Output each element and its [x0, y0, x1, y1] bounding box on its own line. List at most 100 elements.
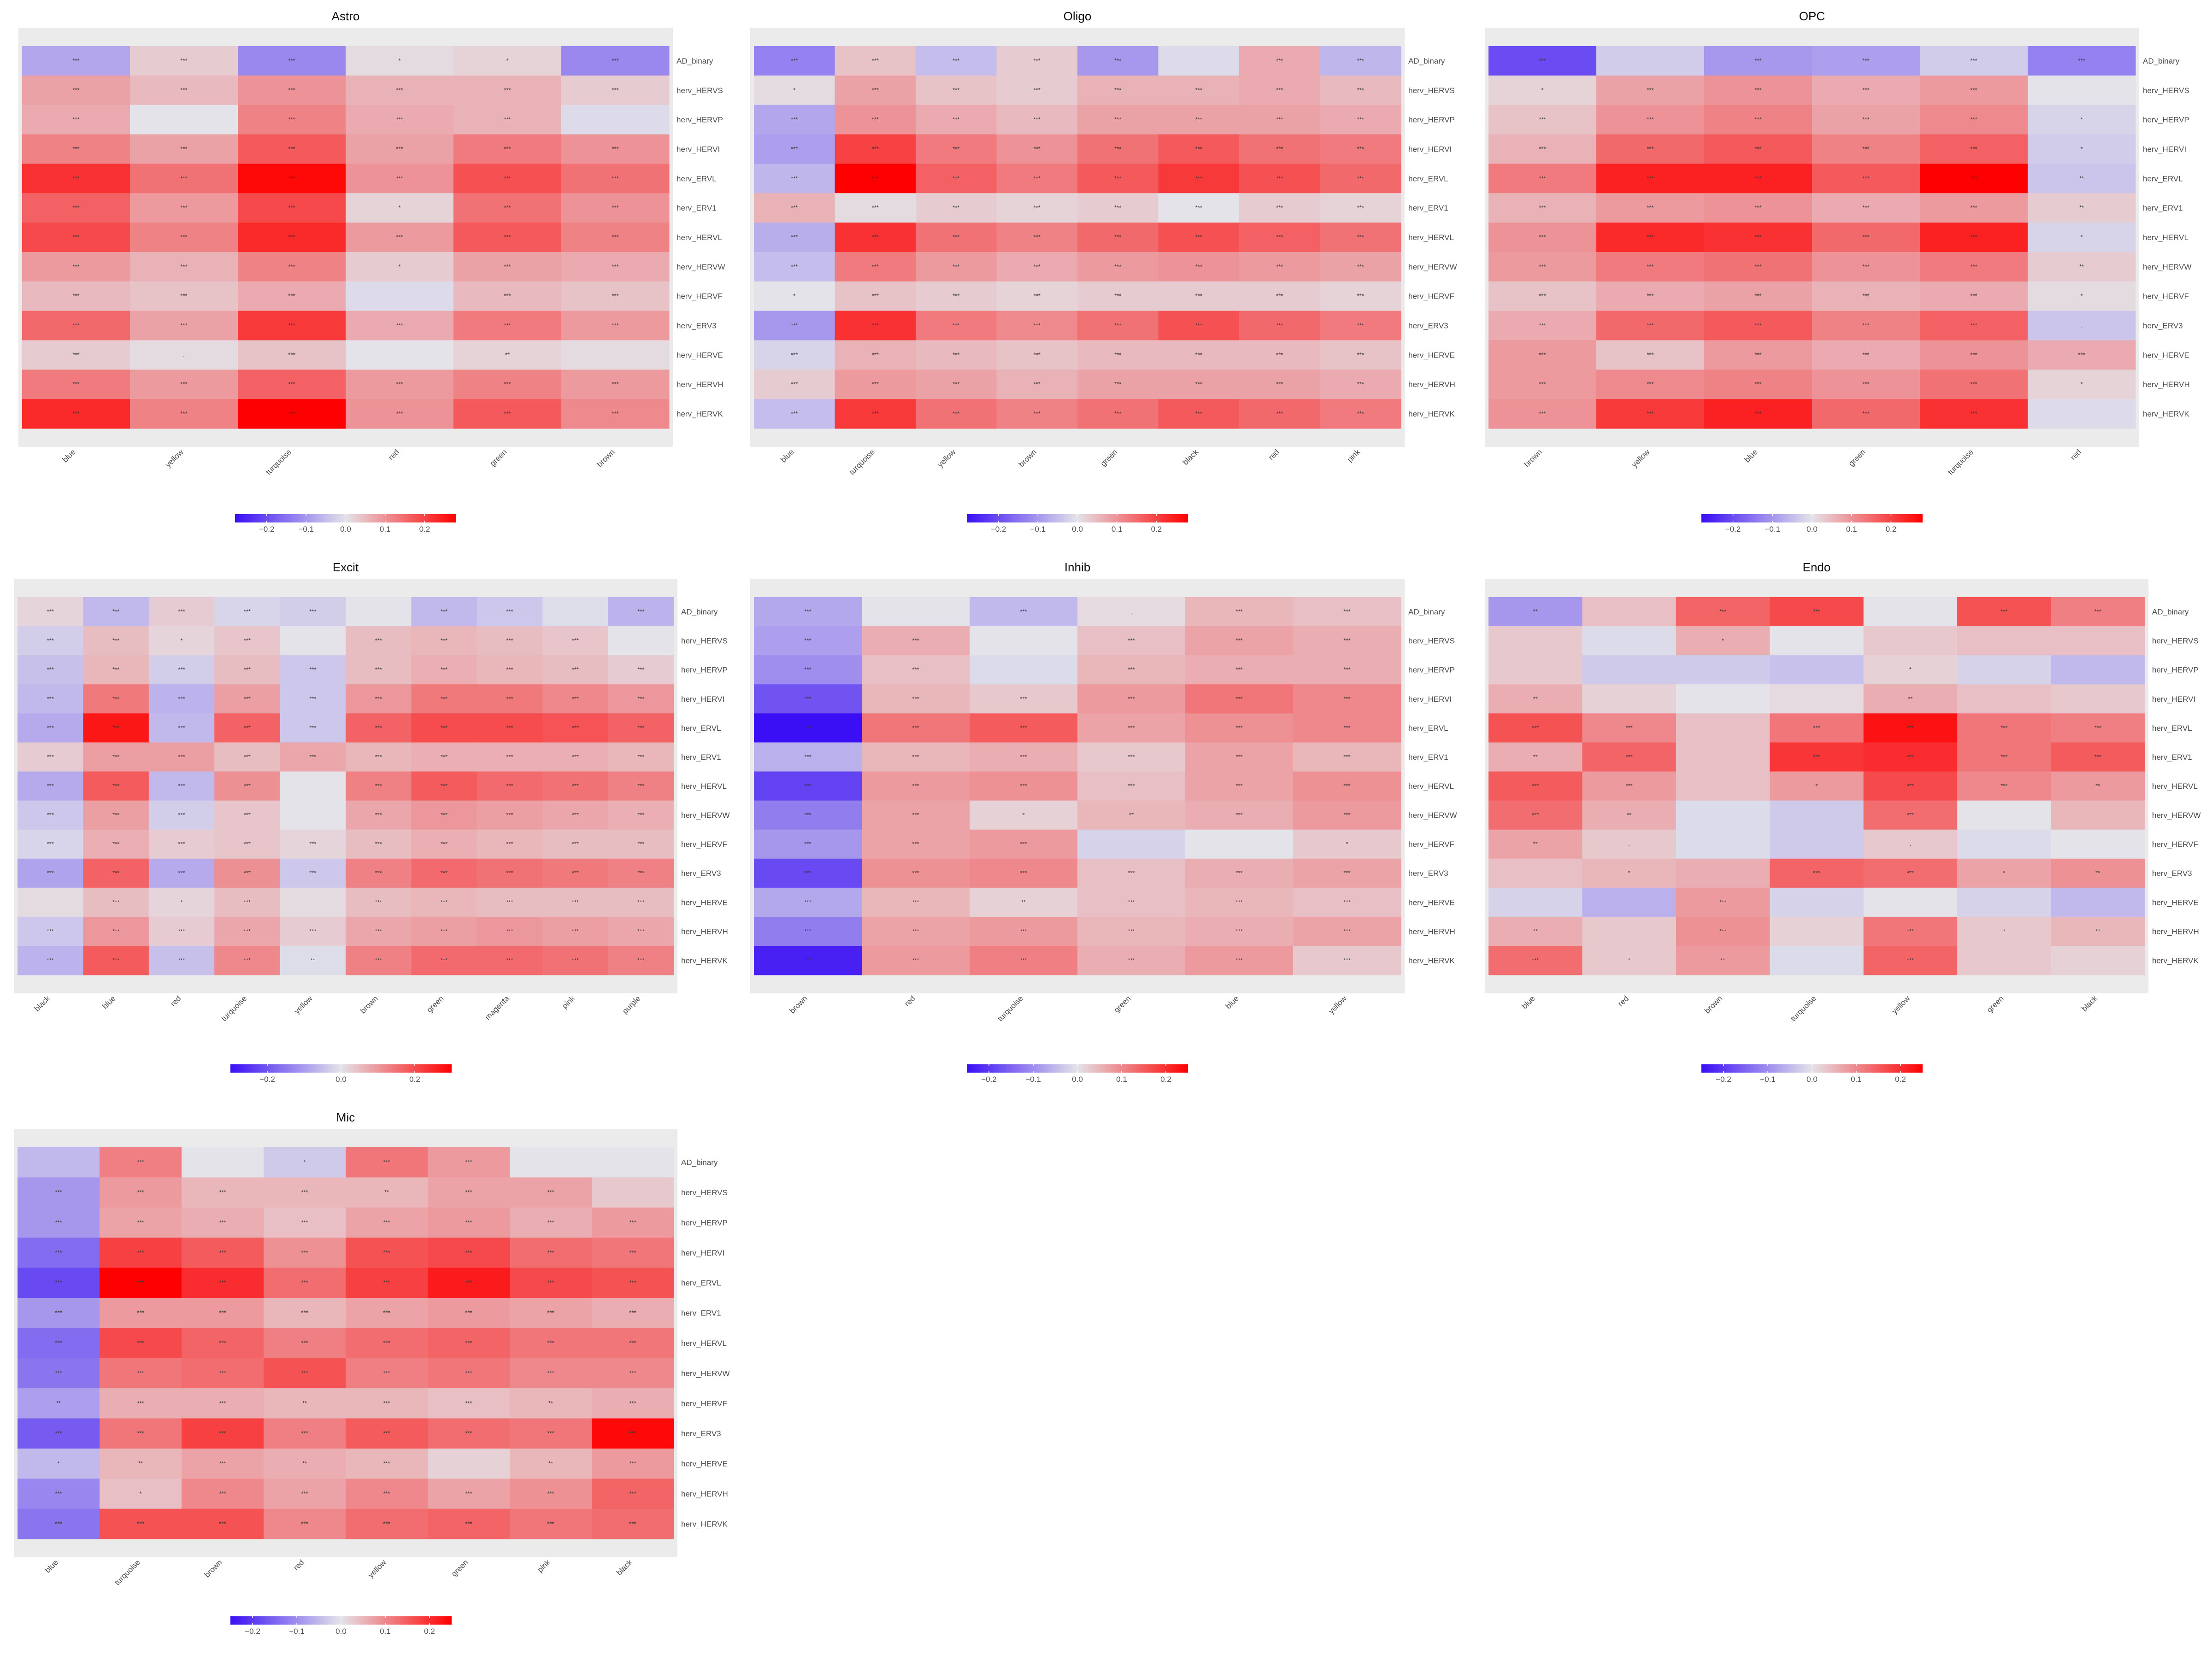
- heatmap-cell: [916, 134, 997, 164]
- heatmap-cell: [1770, 742, 1864, 772]
- cell-significance-label: ***: [953, 410, 959, 417]
- cell-significance-label: ***: [1813, 753, 1820, 760]
- cell-significance-label: ***: [112, 724, 119, 731]
- heatmap-cell: [1582, 597, 1677, 627]
- heatmap-cell: [542, 916, 609, 946]
- row-label: herv_HERVF: [681, 840, 727, 849]
- heatmap-cell: [1704, 75, 1812, 106]
- row-label: herv_HERVF: [1408, 840, 1454, 849]
- heatmap-cell: [1239, 281, 1320, 311]
- row-label: herv_HERVP: [681, 1218, 728, 1227]
- column-label: brown: [1523, 447, 1544, 469]
- cell-significance-label: ***: [506, 957, 513, 963]
- cell-significance-label: ***: [547, 1520, 554, 1527]
- heatmap-cell: [264, 1508, 346, 1539]
- heatmap-cell: [510, 1388, 592, 1419]
- heatmap-cell: [1676, 887, 1770, 917]
- cell-significance-label: **: [505, 351, 510, 358]
- cell-significance-label: ***: [629, 1219, 636, 1226]
- heatmap-cell: [2028, 281, 2136, 311]
- heatmap-cell: [561, 105, 670, 135]
- heatmap-cell: [996, 134, 1078, 164]
- cell-significance-label: ***: [375, 695, 382, 702]
- heatmap-cell: [916, 223, 997, 252]
- cell-significance-label: ***: [572, 927, 579, 934]
- cell-significance-label: ***: [1114, 87, 1121, 94]
- heatmap-cell: [264, 1207, 346, 1238]
- cell-significance-label: ***: [1862, 234, 1869, 241]
- cell-significance-label: ***: [1034, 410, 1041, 417]
- cell-significance-label: ***: [1647, 351, 1653, 358]
- cell-significance-label: ***: [804, 840, 811, 847]
- heatmap-cell: [1488, 626, 1583, 656]
- heatmap-cell: [1704, 340, 1812, 370]
- heatmap-cell: [2051, 945, 2145, 975]
- cell-significance-label: ***: [178, 840, 185, 847]
- cell-significance-label: ***: [1114, 57, 1121, 64]
- cell-significance-label: **: [2079, 175, 2084, 182]
- heatmap-cell: [542, 626, 609, 656]
- heatmap-cell: [1770, 771, 1864, 801]
- row-label: AD_binary: [677, 57, 713, 65]
- cell-significance-label: ***: [637, 724, 644, 731]
- heatmap-cell: [1320, 105, 1401, 135]
- cell-significance-label: ***: [2000, 782, 2007, 789]
- cell-significance-label: ***: [1276, 293, 1283, 299]
- cell-significance-label: ***: [112, 753, 119, 760]
- cell-significance-label: ***: [1235, 724, 1242, 731]
- heatmap-cell: [996, 252, 1078, 282]
- cell-significance-label: ***: [1539, 381, 1546, 387]
- legend-tick-label: 0.0: [1806, 1075, 1818, 1084]
- heatmap-cell: [1596, 105, 1705, 135]
- column-label: red: [169, 994, 183, 1008]
- cell-significance-label: ***: [1195, 204, 1202, 211]
- legend-tick-label: 0.1: [1846, 525, 1857, 534]
- heatmap-cell: [1676, 684, 1770, 714]
- heatmap-cell: [1863, 713, 1958, 743]
- heatmap-cell: [411, 742, 477, 772]
- cell-significance-label: ***: [178, 811, 185, 818]
- heatmap-cell: [1957, 713, 2052, 743]
- row-label: herv_HERVS: [681, 637, 728, 646]
- column-label: yellow: [366, 1558, 388, 1579]
- cell-significance-label: ***: [309, 666, 316, 673]
- cell-significance-label: ***: [804, 782, 811, 789]
- cell-significance-label: ***: [1539, 263, 1546, 270]
- cell-significance-label: ***: [1343, 753, 1350, 760]
- heatmap-cell: [22, 311, 130, 340]
- column-label: brown: [788, 994, 809, 1015]
- column-label: turquoise: [219, 994, 248, 1023]
- panel-title: Excit: [333, 560, 359, 574]
- row-label: herv_ERV1: [681, 1309, 721, 1318]
- heatmap-cell: [2028, 370, 2136, 399]
- heatmap-cell: [130, 399, 238, 429]
- heatmap-cell: [214, 597, 281, 627]
- legend-tick-label: −0.1: [299, 525, 314, 534]
- cell-significance-label: ***: [1343, 927, 1350, 934]
- heatmap-cell: [214, 800, 281, 830]
- heatmap-cell: [754, 193, 835, 223]
- heatmap-cell: [148, 945, 215, 975]
- cell-significance-label: ***: [72, 263, 79, 270]
- heatmap-cell: [428, 1177, 510, 1208]
- cell-significance-label: ***: [1114, 293, 1121, 299]
- heatmap-cell: [1488, 399, 1597, 429]
- heatmap-cell: [592, 1479, 674, 1509]
- cell-significance-label: ***: [1647, 381, 1653, 387]
- heatmap-cell: [1920, 370, 2028, 399]
- heatmap-cell: [477, 713, 543, 743]
- cell-significance-label: ***: [180, 263, 187, 270]
- heatmap-cell: [346, 1418, 428, 1449]
- legend-tick-label: −0.1: [1760, 1075, 1776, 1084]
- heatmap-cell: [2028, 105, 2136, 135]
- heatmap-cell: [18, 945, 83, 975]
- heatmap-cell: [1812, 46, 1920, 76]
- cell-significance-label: ***: [872, 204, 879, 211]
- heatmap-cell: [754, 742, 862, 772]
- heatmap-cell: [1488, 75, 1597, 106]
- heatmap-cell: [2028, 75, 2136, 106]
- heatmap-cell: [346, 626, 412, 656]
- heatmap-cell: [18, 1177, 100, 1208]
- heatmap-cell: [1920, 193, 2028, 223]
